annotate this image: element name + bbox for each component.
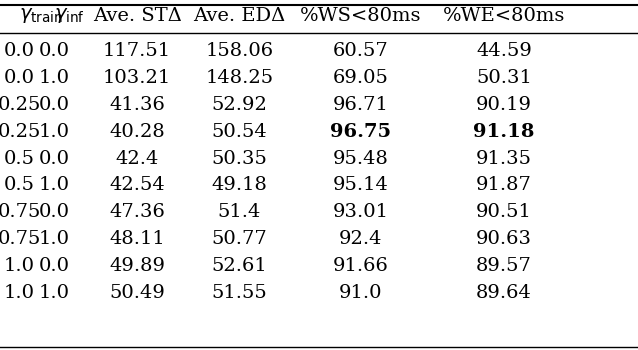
Text: 50.54: 50.54 [211, 122, 267, 141]
Text: 49.18: 49.18 [211, 176, 267, 195]
Text: %WS<80ms: %WS<80ms [300, 7, 421, 25]
Text: 50.77: 50.77 [211, 230, 267, 248]
Text: 40.28: 40.28 [109, 122, 165, 141]
Text: 0.5: 0.5 [4, 176, 34, 195]
Text: $\gamma_{\mathrm{train}}$: $\gamma_{\mathrm{train}}$ [19, 6, 63, 25]
Text: 90.63: 90.63 [476, 230, 532, 248]
Text: 96.75: 96.75 [330, 122, 391, 141]
Text: %WE<80ms: %WE<80ms [443, 7, 565, 25]
Text: 51.4: 51.4 [218, 203, 261, 222]
Text: 0.0: 0.0 [39, 203, 70, 222]
Text: 91.0: 91.0 [339, 284, 382, 302]
Text: 60.57: 60.57 [332, 42, 389, 60]
Text: 1.0: 1.0 [39, 69, 70, 87]
Text: 0.0: 0.0 [4, 69, 34, 87]
Text: 1.0: 1.0 [4, 257, 34, 275]
Text: Ave. EDΔ: Ave. EDΔ [193, 7, 285, 25]
Text: 148.25: 148.25 [205, 69, 273, 87]
Text: 1.0: 1.0 [4, 284, 34, 302]
Text: 0.75: 0.75 [0, 230, 41, 248]
Text: 0.0: 0.0 [39, 149, 70, 168]
Text: 91.18: 91.18 [473, 122, 535, 141]
Text: 158.06: 158.06 [205, 42, 273, 60]
Text: 42.4: 42.4 [115, 149, 159, 168]
Text: 92.4: 92.4 [339, 230, 382, 248]
Text: 41.36: 41.36 [109, 96, 165, 114]
Text: 51.55: 51.55 [211, 284, 267, 302]
Text: 52.92: 52.92 [211, 96, 267, 114]
Text: 47.36: 47.36 [109, 203, 165, 222]
Text: 0.25: 0.25 [0, 122, 41, 141]
Text: 90.19: 90.19 [476, 96, 532, 114]
Text: 91.35: 91.35 [476, 149, 532, 168]
Text: 89.57: 89.57 [476, 257, 532, 275]
Text: 1.0: 1.0 [39, 284, 70, 302]
Text: Ave. STΔ: Ave. STΔ [93, 7, 182, 25]
Text: 0.0: 0.0 [39, 42, 70, 60]
Text: 1.0: 1.0 [39, 122, 70, 141]
Text: 0.0: 0.0 [39, 257, 70, 275]
Text: 0.5: 0.5 [4, 149, 34, 168]
Text: $\gamma_{\mathrm{inf}}$: $\gamma_{\mathrm{inf}}$ [54, 6, 85, 25]
Text: 103.21: 103.21 [103, 69, 171, 87]
Text: 0.75: 0.75 [0, 203, 41, 222]
Text: 42.54: 42.54 [109, 176, 165, 195]
Text: 0.25: 0.25 [0, 96, 41, 114]
Text: 91.87: 91.87 [476, 176, 532, 195]
Text: 50.31: 50.31 [476, 69, 532, 87]
Text: 0.0: 0.0 [4, 42, 34, 60]
Text: 117.51: 117.51 [103, 42, 171, 60]
Text: 0.0: 0.0 [39, 96, 70, 114]
Text: 50.35: 50.35 [211, 149, 267, 168]
Text: 1.0: 1.0 [39, 230, 70, 248]
Text: 96.71: 96.71 [332, 96, 389, 114]
Text: 50.49: 50.49 [109, 284, 165, 302]
Text: 95.14: 95.14 [332, 176, 389, 195]
Text: 91.66: 91.66 [332, 257, 389, 275]
Text: 93.01: 93.01 [332, 203, 389, 222]
Text: 52.61: 52.61 [211, 257, 267, 275]
Text: 44.59: 44.59 [476, 42, 532, 60]
Text: 49.89: 49.89 [109, 257, 165, 275]
Text: 69.05: 69.05 [332, 69, 389, 87]
Text: 1.0: 1.0 [39, 176, 70, 195]
Text: 90.51: 90.51 [476, 203, 532, 222]
Text: 48.11: 48.11 [109, 230, 165, 248]
Text: 89.64: 89.64 [476, 284, 532, 302]
Text: 95.48: 95.48 [332, 149, 389, 168]
